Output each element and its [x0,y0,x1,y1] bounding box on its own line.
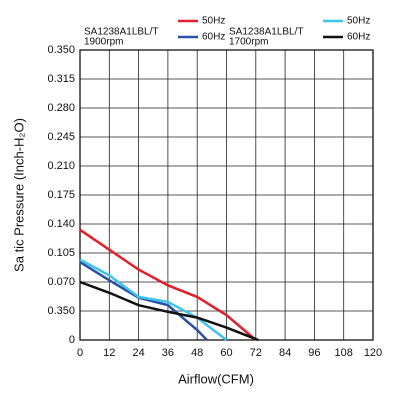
y-tick-label: 0.070 [47,276,75,288]
y-tick-label: 0.245 [47,131,75,143]
x-tick-label: 36 [162,347,174,359]
x-tick-label: 0 [77,347,83,359]
legend-speed: 1700rpm [229,37,268,48]
legend-label: 50Hz [347,16,370,27]
y-tick-label: 0.175 [47,189,75,201]
x-tick-label: 12 [103,347,115,359]
legend-speed: 1900rpm [84,37,123,48]
y-tick-label: 0.350 [47,305,75,317]
x-tick-label: 96 [308,347,320,359]
x-tick-label: 72 [250,347,262,359]
y-axis-label: Sa tic Pressure (Inch-H₂O) [11,118,26,272]
legend-label: 60Hz [347,32,370,43]
legend-label: 60Hz [202,32,225,43]
y-tick-label: 0.140 [47,218,75,230]
legend-model: SA1238A1LBL/T [229,27,304,38]
x-axis-label: Airflow(CFM) [178,371,254,386]
x-tick-label: 108 [335,347,353,359]
legend-model: SA1238A1LBL/T [84,27,159,38]
series-line [79,258,228,341]
x-tick-label: 24 [132,347,144,359]
series-line [79,261,208,341]
y-tick-label: 0.315 [47,73,75,85]
x-tick-label: 84 [279,347,291,359]
x-tick-label: 60 [220,347,232,359]
y-tick-label: 0 [69,334,75,346]
y-tick-label: 0.210 [47,160,75,172]
y-tick-label: 0.350 [47,44,75,56]
series-line [79,280,259,342]
x-tick-label: 48 [191,347,203,359]
y-tick-label: 0.280 [47,102,75,114]
y-tick-label: 0.105 [47,247,75,259]
x-tick-label: 120 [364,347,382,359]
legend-label: 50Hz [202,16,225,27]
series-line [79,228,257,341]
